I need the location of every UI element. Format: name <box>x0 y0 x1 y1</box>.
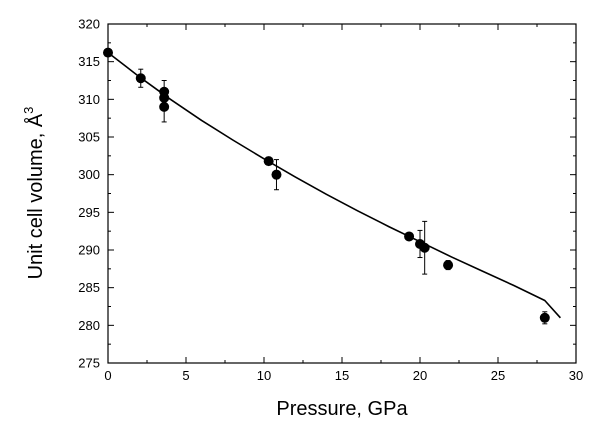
y-tick-label: 290 <box>78 243 100 258</box>
y-tick-label: 305 <box>78 130 100 145</box>
data-point-marker <box>539 312 550 323</box>
data-point <box>159 91 170 123</box>
data-point-marker <box>404 231 415 242</box>
data-point <box>263 156 274 167</box>
fit-curve <box>107 51 561 319</box>
data-point <box>271 159 282 191</box>
y-tick-label: 310 <box>78 92 100 107</box>
data-point-marker <box>443 260 454 271</box>
y-tick-label: 315 <box>78 54 100 69</box>
data-point-marker <box>263 156 274 167</box>
data-point-marker <box>419 242 430 253</box>
x-tick-label: 15 <box>335 368 349 383</box>
y-tick-label: 285 <box>78 280 100 295</box>
y-tick-label: 300 <box>78 167 100 182</box>
y-tick-label: 320 <box>78 17 100 32</box>
axis-ticks: 0 5 10 15 20 25 30 275 280 285 290 295 300 305 310 315 3… <box>78 17 583 384</box>
y-tick-label: 275 <box>78 356 100 371</box>
data-point-marker <box>271 169 282 180</box>
y-axis-title-main: Unit cell volume, Å <box>24 113 47 279</box>
x-axis-title: Pressure, GPa <box>276 398 408 420</box>
data-point <box>443 260 454 271</box>
y-axis-title-superscript: 3 <box>21 107 36 114</box>
data-points <box>103 47 550 325</box>
fit-line <box>107 51 561 319</box>
x-tick-label: 20 <box>413 368 427 383</box>
data-point-marker <box>135 73 146 84</box>
plot-frame <box>107 23 577 364</box>
x-tick-label: 10 <box>257 368 271 383</box>
x-tick-label: 5 <box>182 368 189 383</box>
y-tick-label: 280 <box>78 318 100 333</box>
x-tick-label: 0 <box>104 368 111 383</box>
x-tick-label: 25 <box>491 368 505 383</box>
data-point <box>404 231 415 242</box>
x-tick-label: 30 <box>569 368 583 383</box>
data-point <box>539 311 550 325</box>
data-point-marker <box>103 47 113 58</box>
data-point <box>103 47 113 58</box>
data-point <box>135 68 146 88</box>
data-point <box>419 220 430 275</box>
y-tick-label: 295 <box>78 205 100 220</box>
y-axis-title: Unit cell volume, Å3 <box>21 107 47 280</box>
data-point-marker <box>159 101 170 112</box>
